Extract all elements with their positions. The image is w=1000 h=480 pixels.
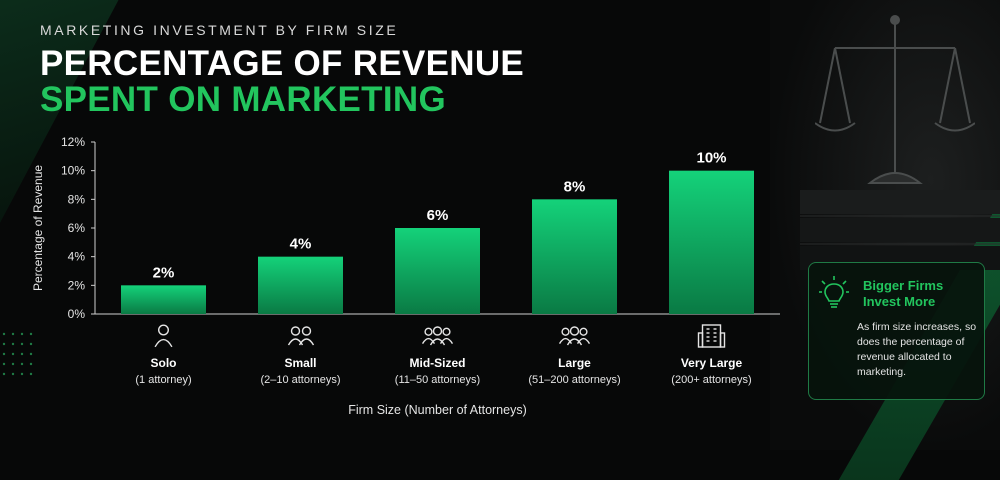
dot <box>29 342 33 346</box>
dot <box>2 372 6 376</box>
bar <box>121 285 206 314</box>
bar <box>395 228 480 314</box>
dot <box>20 342 24 346</box>
category-sublabel: (200+ attorneys) <box>671 374 751 386</box>
bar-chart: 0% 2% 4% 6% 8% 10% 12% Percentage of Revenue Fir… <box>31 135 780 417</box>
dot <box>11 362 15 366</box>
dot <box>29 332 33 336</box>
category-label: Very Large <box>681 356 743 370</box>
lightbulb-icon <box>819 276 849 308</box>
two-people-icon <box>287 326 315 346</box>
dot <box>20 372 24 376</box>
category-sublabel: (2–10 attorneys) <box>260 374 340 386</box>
category-label: Mid-Sized <box>410 356 466 370</box>
dot <box>11 372 15 376</box>
dot <box>20 332 24 336</box>
data-label: 4% <box>290 236 312 253</box>
category-label: Small <box>284 356 316 370</box>
dot <box>2 342 6 346</box>
y-tick-label: 0% <box>68 307 86 321</box>
dot <box>2 362 6 366</box>
y-tick-label: 10% <box>61 164 85 178</box>
category-sublabel: (11–50 attorneys) <box>395 374 480 386</box>
category-sublabel: (51–200 attorneys) <box>528 374 620 386</box>
group-icon <box>421 326 454 346</box>
y-tick-label: 2% <box>68 278 86 292</box>
group-icon <box>558 326 591 346</box>
data-label: 10% <box>696 150 726 167</box>
data-label: 8% <box>564 178 586 195</box>
dot <box>20 352 24 356</box>
dot <box>11 352 15 356</box>
bar <box>669 170 754 314</box>
scales-of-justice-icon <box>815 15 975 184</box>
callout-text: As firm size increases, so does the perc… <box>857 321 977 378</box>
y-tick-label: 8% <box>68 192 86 206</box>
bar <box>258 256 343 314</box>
category-sublabel: (1 attorney) <box>135 374 191 386</box>
y-tick-label: 6% <box>68 221 86 235</box>
callout-title: Bigger Firms Invest More <box>863 278 944 309</box>
callout-card: Bigger Firms Invest More As firm size in… <box>808 262 985 400</box>
x-axis-label: Firm Size (Number of Attorneys) <box>348 403 527 417</box>
dot <box>29 362 33 366</box>
dot <box>11 332 15 336</box>
page-title: PERCENTAGE OF REVENUE <box>40 44 525 83</box>
supertitle: MARKETING INVESTMENT BY FIRM SIZE <box>40 22 399 38</box>
dot <box>2 352 6 356</box>
dot <box>2 332 6 336</box>
category-label: Solo <box>151 356 177 370</box>
dot <box>29 372 33 376</box>
y-tick-label: 4% <box>68 250 86 264</box>
data-label: 6% <box>427 207 449 224</box>
dot <box>20 362 24 366</box>
page-title-highlight: SPENT ON MARKETING <box>40 80 446 119</box>
bar <box>532 199 617 314</box>
dot <box>11 342 15 346</box>
dot <box>29 352 33 356</box>
data-label: 2% <box>153 264 175 281</box>
building-icon <box>697 324 726 348</box>
category-label: Large <box>558 356 591 370</box>
y-tick-label: 12% <box>61 135 85 149</box>
person-icon <box>154 324 173 348</box>
dot-grid-decoration <box>2 332 33 376</box>
y-axis-label: Percentage of Revenue <box>31 165 45 291</box>
